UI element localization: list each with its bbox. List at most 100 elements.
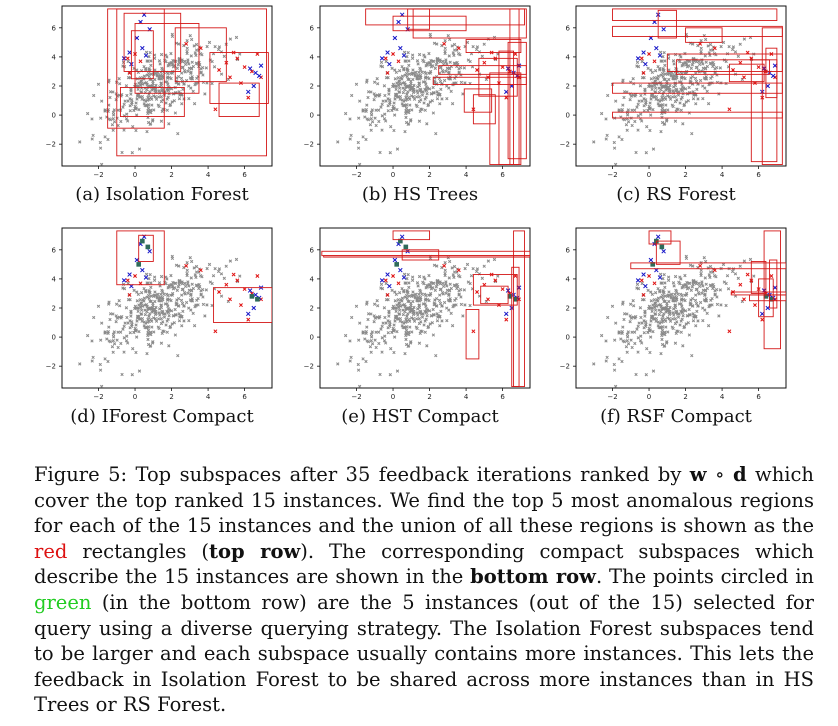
nominal-point [189, 70, 193, 74]
nominal-point [415, 89, 419, 93]
nominal-point [150, 307, 154, 311]
y-tick-label: 0 [310, 112, 314, 120]
x-tick-label: 2 [683, 393, 687, 401]
nominal-point [410, 330, 414, 334]
top-ranked-point [398, 45, 403, 51]
nominal-point [408, 85, 412, 89]
nominal-point [431, 111, 436, 115]
nominal-point [445, 96, 449, 101]
nominal-point [676, 292, 680, 296]
nominal-point [160, 87, 164, 91]
nominal-point [639, 93, 643, 98]
nominal-point [439, 309, 443, 314]
nominal-point [406, 299, 410, 304]
nominal-point [459, 302, 464, 307]
nominal-point [192, 266, 196, 270]
nominal-point [380, 102, 384, 106]
nominal-point [148, 299, 152, 304]
anomaly-point [475, 68, 479, 72]
nominal-point [168, 103, 172, 108]
nominal-point [361, 330, 366, 334]
nominal-point [707, 273, 711, 277]
nominal-point [653, 291, 658, 295]
nominal-point [453, 298, 457, 302]
subspace-rect [130, 30, 154, 80]
anomaly-point [198, 268, 203, 273]
subspace-rect [463, 88, 493, 113]
nominal-point [665, 72, 670, 76]
nominal-point [703, 67, 708, 71]
nominal-point [144, 99, 148, 103]
nominal-point [147, 319, 151, 324]
nominal-point [414, 325, 418, 329]
top-ranked-point [121, 278, 127, 283]
nominal-point [622, 340, 627, 344]
nominal-point [415, 311, 419, 315]
nominal-point [407, 59, 411, 63]
top-ranked-point [134, 35, 140, 41]
nominal-point [187, 96, 191, 101]
nominal-point [666, 108, 670, 112]
nominal-point [149, 109, 153, 113]
nominal-point [424, 82, 428, 86]
nominal-point [418, 68, 423, 72]
nominal-point [658, 290, 662, 294]
nominal-point [644, 98, 648, 102]
nominal-point [661, 331, 665, 336]
y-tick-label: 0 [310, 334, 314, 342]
nominal-point [392, 128, 396, 133]
nominal-point [431, 91, 436, 95]
nominal-point [452, 81, 456, 85]
anomaly-point [213, 329, 218, 334]
nominal-point [663, 294, 667, 298]
nominal-point [397, 312, 402, 316]
nominal-point [622, 95, 626, 100]
nominal-point [703, 276, 707, 280]
nominal-point [452, 48, 457, 52]
nominal-point [405, 97, 409, 102]
top-ranked-point [387, 283, 392, 289]
x-tick-label: −2 [607, 393, 617, 401]
nominal-point [164, 323, 168, 327]
nominal-point [670, 95, 675, 99]
nominal-point [624, 123, 629, 127]
nominal-point [656, 286, 660, 291]
nominal-point [234, 257, 239, 262]
nominal-point [709, 284, 713, 288]
nominal-point [222, 54, 226, 58]
nominal-point [698, 78, 703, 83]
y-tick-label: 4 [566, 275, 571, 283]
nominal-point [382, 339, 387, 343]
nominal-point [151, 294, 156, 298]
nominal-point [676, 315, 681, 319]
nominal-point [701, 306, 705, 310]
subspace-rect [138, 234, 154, 262]
nominal-point [632, 108, 637, 112]
nominal-point [120, 150, 124, 155]
nominal-point [438, 102, 442, 106]
nominal-point [364, 359, 368, 364]
nominal-point [194, 81, 198, 85]
nominal-point [176, 296, 181, 301]
nominal-point [176, 131, 180, 136]
nominal-point [135, 316, 140, 320]
nominal-point [146, 111, 150, 116]
anomaly-point [213, 107, 218, 112]
nominal-point [188, 256, 192, 260]
anomaly-point [246, 95, 251, 100]
anomaly-point [125, 56, 130, 61]
nominal-point [107, 325, 111, 329]
nominal-point [356, 362, 360, 367]
nominal-point [691, 319, 696, 323]
nominal-point [106, 359, 110, 364]
nominal-point [405, 319, 409, 324]
nominal-point [153, 299, 157, 304]
nominal-point [386, 104, 390, 108]
nominal-point [649, 316, 654, 320]
anomaly-point [760, 317, 765, 322]
nominal-point [648, 335, 653, 339]
nominal-point [640, 281, 644, 286]
nominal-point [635, 282, 640, 286]
y-tick-label: 0 [566, 112, 570, 120]
